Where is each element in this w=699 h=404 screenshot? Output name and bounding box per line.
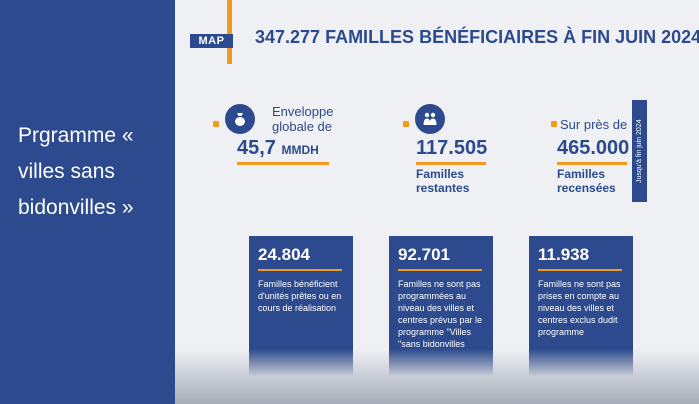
left-panel: Prgramme « villes sans bidonvilles » — [0, 0, 175, 404]
bullet-dot — [551, 121, 557, 127]
remaining-caption-2: restantes — [416, 181, 470, 195]
census-label: Sur près de — [560, 117, 628, 132]
stat-card: 92.701 Familles ne sont pas programmées … — [389, 236, 493, 386]
envelope-value: 45,7 MMDH — [237, 137, 319, 160]
envelope-label-1: Enveloppe — [272, 104, 334, 119]
remaining-caption-1: Familles — [416, 167, 465, 181]
card-number: 24.804 — [258, 245, 310, 264]
card-number: 92.701 — [398, 245, 450, 264]
bullet-dot — [213, 121, 219, 127]
headline: 347.277 FAMILLES BÉNÉFICIAIRES À FIN JUI… — [255, 27, 699, 47]
remaining-underline — [416, 162, 486, 165]
card-text: Familles ne sont pas programmées au nive… — [398, 279, 483, 349]
envelope-unit: MMDH — [281, 143, 319, 157]
census-caption-2: recensées — [557, 181, 616, 195]
card-text: Familles ne sont pas prises en compte au… — [538, 279, 621, 337]
remaining-value: 117.505 — [416, 137, 488, 159]
money-bag-icon — [225, 104, 255, 134]
stat-card: 24.804 Familles bénéficient d'unités prê… — [249, 236, 353, 386]
envelope-underline — [237, 162, 329, 165]
card-underline — [538, 269, 622, 271]
card-number: 11.938 — [538, 245, 590, 264]
card-text: Familles bénéficient d'unités prêtes ou … — [258, 279, 342, 313]
stat-card: 11.938 Familles ne sont pas prises en co… — [529, 236, 633, 386]
bullet-dot — [403, 121, 409, 127]
envelope-label-2: globale de — [272, 119, 332, 134]
map-logo: MAP — [190, 34, 233, 48]
card-underline — [398, 269, 482, 271]
infographic: MAP 347.277 FAMILLES BÉNÉFICIAIRES À FIN… — [175, 0, 699, 404]
card-underline — [258, 269, 342, 271]
envelope-amount: 45,7 — [237, 137, 276, 159]
program-title-text: Prgramme « villes sans bidonvilles » — [18, 124, 134, 219]
program-title: Prgramme « villes sans bidonvilles » — [18, 118, 168, 226]
census-value: 465.000 — [557, 137, 630, 159]
census-caption-1: Familles — [557, 167, 606, 181]
accent-bar — [227, 0, 232, 64]
census-underline — [557, 162, 627, 165]
date-tag: Jusqu'à fin juin 2024 — [632, 100, 647, 202]
family-icon — [415, 104, 445, 134]
